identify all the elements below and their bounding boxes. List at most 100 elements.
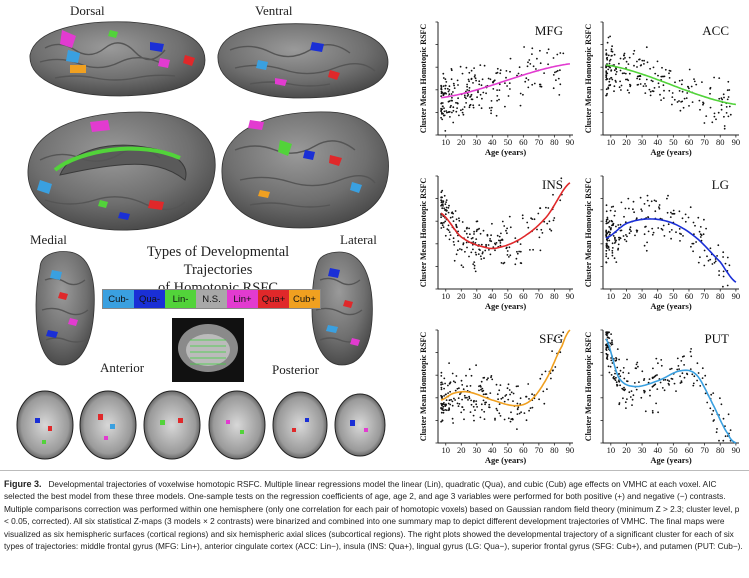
x-tick-label: 90 <box>732 291 741 301</box>
scatter-point <box>555 79 557 82</box>
scatter-point <box>492 88 495 90</box>
scatter-point <box>452 380 455 383</box>
scatter-point <box>723 127 726 130</box>
scatter-point <box>693 80 696 83</box>
scatter-point <box>475 253 478 256</box>
scatter-point <box>539 85 542 88</box>
scatter-point <box>638 78 641 81</box>
scatter-point <box>560 177 563 180</box>
scatter-point <box>482 229 485 232</box>
scatter-point <box>651 80 654 83</box>
scatter-point <box>605 357 608 360</box>
scatter-point <box>658 86 660 88</box>
scatter-point <box>527 79 530 81</box>
scatter-point <box>446 209 448 212</box>
scatter-point <box>626 380 628 382</box>
scatter-point <box>671 96 674 98</box>
scatter-point <box>656 374 658 376</box>
scatter-point <box>606 218 609 221</box>
scatter-point <box>495 72 498 75</box>
scatter-point <box>474 270 477 273</box>
caption-text: Developmental trajectories of voxelwise … <box>4 479 743 552</box>
scatter-point <box>551 350 553 352</box>
scatter-point <box>466 85 468 88</box>
scatter-point <box>525 395 528 398</box>
scatter-point <box>619 57 622 60</box>
legend-title-line1: Types of Developmental Trajectories <box>146 244 290 278</box>
legend-item-cub-minus: Cub- <box>103 290 134 308</box>
scatter-point <box>525 77 528 80</box>
scatter-point <box>668 231 671 233</box>
scatter-point <box>660 359 663 361</box>
scatter-point <box>622 371 625 374</box>
scatter-point <box>474 74 476 76</box>
x-tick-label: 60 <box>685 445 694 455</box>
scatter-point <box>451 372 454 375</box>
scatter-point <box>504 395 507 397</box>
scatter-point <box>729 429 732 431</box>
scatter-point <box>447 207 450 209</box>
x-tick-label: 90 <box>732 445 741 455</box>
scatter-point <box>611 249 614 252</box>
scatter-point <box>605 76 608 79</box>
scatter-point <box>559 52 562 54</box>
scatter-point <box>440 87 443 89</box>
scatter-point <box>618 358 620 361</box>
scatter-point <box>641 370 644 373</box>
scatter-point <box>605 78 608 81</box>
scatter-point <box>444 234 447 237</box>
view-label-dorsal: Dorsal <box>70 3 105 18</box>
scatter-point <box>510 411 512 414</box>
scatter-point <box>630 390 633 392</box>
scatter-point <box>661 66 663 69</box>
scatter-point <box>667 194 669 197</box>
scatter-point <box>503 261 506 264</box>
scatter-point <box>529 249 531 251</box>
plot-title: PUT <box>704 331 729 346</box>
scatter-point <box>468 397 471 400</box>
scatter-point <box>654 72 657 75</box>
scatter-point <box>613 85 616 88</box>
ventral-hemisphere <box>217 23 389 99</box>
scatter-point <box>627 79 630 82</box>
scatter-point <box>440 407 442 409</box>
scatter-point <box>490 100 493 102</box>
scatter-point <box>448 399 451 402</box>
scatter-point <box>490 376 492 379</box>
scatter-point <box>614 372 616 375</box>
scatter-point <box>441 408 444 411</box>
scatter-point <box>645 85 647 87</box>
scatter-point <box>479 416 482 419</box>
scatter-point <box>701 367 704 370</box>
x-axis-label: Age (years) <box>485 301 526 311</box>
scatter-point <box>521 214 524 217</box>
scatter-point <box>682 235 684 237</box>
scatter-point <box>505 229 507 232</box>
scatter-point <box>480 403 483 406</box>
scatter-point <box>723 96 725 99</box>
scatter-point <box>539 62 542 65</box>
scatter-point <box>671 92 674 94</box>
scatter-point <box>550 229 553 232</box>
scatter-point <box>685 97 688 99</box>
scatter-point <box>705 115 708 117</box>
scatter-point <box>690 348 692 350</box>
scatter-point <box>479 64 482 66</box>
scatter-point <box>447 111 450 113</box>
scatter-point <box>678 210 681 213</box>
x-tick-label: 30 <box>638 137 647 147</box>
scatter-point <box>718 439 720 442</box>
x-tick-label: 10 <box>607 291 616 301</box>
scatter-point <box>468 89 470 92</box>
scatter-point <box>616 384 619 387</box>
scatter-point <box>726 89 729 92</box>
scatter-point <box>611 252 614 254</box>
scatter-point <box>465 241 468 244</box>
scatter-point <box>664 378 667 381</box>
scatter-point <box>609 58 612 61</box>
scatter-point <box>470 374 473 377</box>
scatter-point <box>440 107 442 110</box>
scatter-point <box>468 368 471 371</box>
scatter-point <box>655 402 657 405</box>
scatter-point <box>646 199 649 202</box>
